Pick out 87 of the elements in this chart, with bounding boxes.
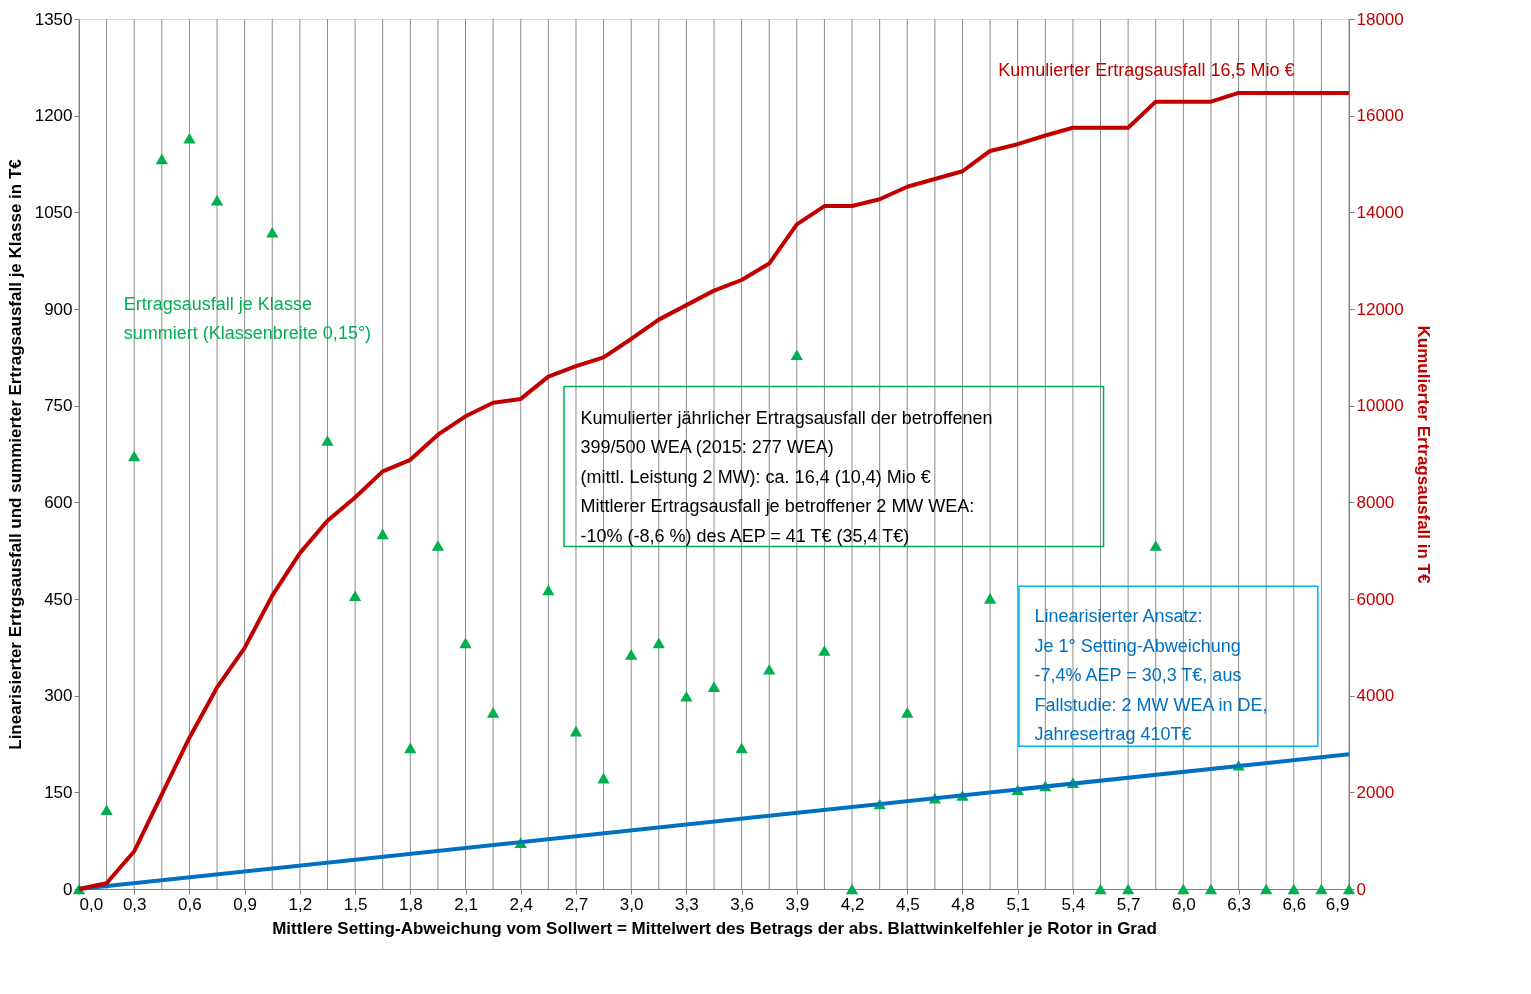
point (404, 742, 417, 754)
x-tick-label: 1,2 (288, 894, 313, 914)
x-tick-label: 5,1 (1006, 894, 1031, 914)
x-tick-label: 5,4 (1061, 894, 1086, 914)
x-tick-label: 6,0 (1172, 894, 1196, 914)
y2-tick-label: 10000 (1356, 396, 1404, 416)
point (1287, 883, 1300, 895)
point (901, 707, 914, 718)
y2-tick-label: 18000 (1356, 9, 1404, 29)
point (735, 742, 748, 754)
point (1094, 883, 1107, 895)
x-tick-label: 2,7 (564, 894, 589, 914)
y2-tick-label: 0 (1356, 879, 1366, 899)
y2-tick-label: 8000 (1356, 492, 1395, 512)
y-tick-label: 750 (44, 396, 73, 416)
x-tick-label: 3,0 (619, 894, 644, 914)
point (542, 584, 555, 596)
y-axis-title: Linearisierter Ertrgsausfall und summierter Ertragsausfall je Klasse in T€ (5, 158, 25, 750)
x-tick-label: 6,3 (1227, 894, 1251, 914)
x-tick-label: 3,9 (785, 894, 810, 914)
point (763, 663, 776, 675)
x-axis-title: Mittlere Setting-Abweichung vom Sollwert = Mittelwert des Betrags der abs. Blattwinkelfehler je Rotor in Grad (272, 918, 1157, 938)
x-tick-label: 6,6 (1282, 894, 1307, 914)
point (348, 590, 362, 602)
point (845, 883, 859, 895)
point (100, 804, 113, 816)
x-tick-label: 0,3 (122, 894, 147, 914)
x-tick-label: 6,9 (1325, 894, 1350, 914)
point (597, 772, 610, 784)
point (376, 528, 389, 540)
annotation: Kumulierter jährlicher Ertragsausfall der betroffenen 399/500 WEA (2015: 277 WEA) (mittl. Leistung 2 MW): ca. 16,4 (10,4) Mio € Mittlerer Ertragsausfall je betroffener 2 MW WEA: -10% (-8,6 %) des AEP = 41 T€ (35,4 T€) (580, 407, 993, 546)
point (1122, 883, 1135, 895)
x-tick-label: 4,5 (895, 894, 920, 914)
y2-tick-label: 2000 (1356, 782, 1395, 802)
point (1204, 883, 1218, 895)
point (625, 649, 638, 660)
point (1149, 540, 1162, 551)
y2-tick-label: 4000 (1356, 686, 1395, 706)
y-tick-label: 900 (44, 299, 73, 319)
point (266, 227, 279, 238)
y-tick-label: 450 (44, 589, 73, 609)
y-tick-label: 1200 (34, 106, 73, 126)
point (1315, 883, 1328, 895)
y2-tick-label: 12000 (1356, 299, 1404, 319)
x-tick-label: 0,9 (233, 894, 257, 914)
annotation: Kumulierter Ertragsausfall 16,5 Mio € (998, 60, 1295, 81)
y-tick-label: 0 (63, 879, 73, 899)
y-tick-label: 1050 (34, 202, 73, 222)
y-tick-label: 150 (44, 782, 73, 802)
x-tick-label: 1,5 (343, 894, 368, 914)
point (487, 707, 500, 718)
x-tick-label: 3,6 (730, 894, 754, 914)
annotation: Linearisierter Ansatz: Je 1° Setting-Abweichung -7,4% AEP = 30,3 T€, aus Fallstudie: 2 MW WEA in DE, Jahresertrag 410T€ (1034, 606, 1268, 745)
x-tick-label: 4,2 (840, 894, 865, 914)
y2-tick-label: 16000 (1356, 106, 1404, 126)
annotation: Ertragsausfall je Klasse summiert (Klassenbreite 0,15°) (123, 293, 372, 344)
x-tick-label: 5,7 (1116, 894, 1141, 914)
point (790, 349, 803, 361)
x-tick-label: 2,4 (509, 894, 534, 914)
point (155, 153, 168, 165)
x-tick-label: 1,8 (398, 894, 423, 914)
point (707, 681, 721, 692)
y-tick-label: 600 (44, 492, 73, 512)
point (983, 593, 997, 604)
point (1177, 883, 1190, 895)
x-tick-label: 3,3 (675, 894, 699, 914)
point (652, 637, 665, 649)
point (1260, 883, 1273, 895)
point (569, 725, 583, 737)
point (818, 645, 831, 656)
point (321, 435, 334, 446)
point (183, 132, 196, 144)
x-tick-label: 0,6 (178, 894, 202, 914)
y2-tick-label: 6000 (1356, 589, 1395, 609)
y-tick-label: 300 (44, 686, 73, 706)
x-tick-label: 4,8 (951, 894, 975, 914)
y2-axis-title: Kumulierter Ertragsausfall in T€ (1413, 325, 1433, 584)
point (128, 450, 141, 462)
x-tick-label: 0,0 (79, 894, 104, 914)
point (1342, 883, 1356, 895)
point (459, 637, 472, 649)
y2-tick-label: 14000 (1356, 202, 1404, 222)
point (431, 540, 445, 551)
x-tick-label: 2,1 (454, 894, 478, 914)
point (680, 691, 693, 702)
point (210, 194, 224, 206)
y-tick-label: 1350 (34, 9, 73, 29)
